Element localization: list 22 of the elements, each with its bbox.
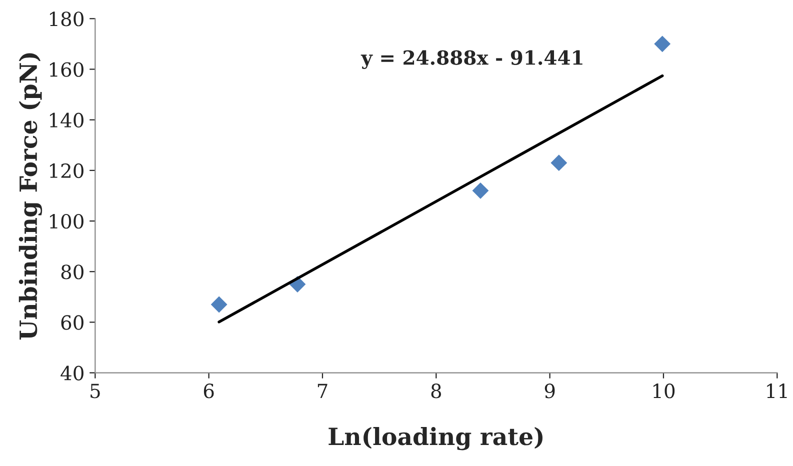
point bbox=[550, 154, 568, 172]
x-tick-label: 7 bbox=[318, 384, 328, 398]
y-tick-label: 160 bbox=[50, 62, 84, 77]
y-tick-label: 60 bbox=[61, 315, 84, 330]
x-tick-label: 9 bbox=[544, 384, 555, 398]
y-tick-label: 100 bbox=[50, 214, 84, 229]
x-tick-label: 11 bbox=[767, 384, 787, 398]
x-tick-label: 6 bbox=[204, 384, 214, 398]
y-tick-label: 40 bbox=[60, 366, 84, 380]
point bbox=[210, 296, 228, 313]
x-tick-label: 10 bbox=[653, 384, 675, 398]
x-axis-title: Ln(loading rate) bbox=[328, 427, 542, 450]
point bbox=[654, 36, 671, 52]
annotation: y = 24.888x - 91.441 bbox=[360, 50, 582, 69]
y-tick-label: 120 bbox=[50, 163, 84, 178]
y-tick-label: 80 bbox=[61, 264, 84, 280]
y-tick-label: 180 bbox=[50, 12, 84, 26]
y-tick-label: 140 bbox=[50, 112, 84, 128]
y-axis-title: Unbinding Force (pN) bbox=[18, 53, 42, 340]
x-tick-label: 5 bbox=[90, 384, 100, 398]
point bbox=[472, 182, 489, 199]
x-tick-label: 8 bbox=[431, 384, 442, 398]
